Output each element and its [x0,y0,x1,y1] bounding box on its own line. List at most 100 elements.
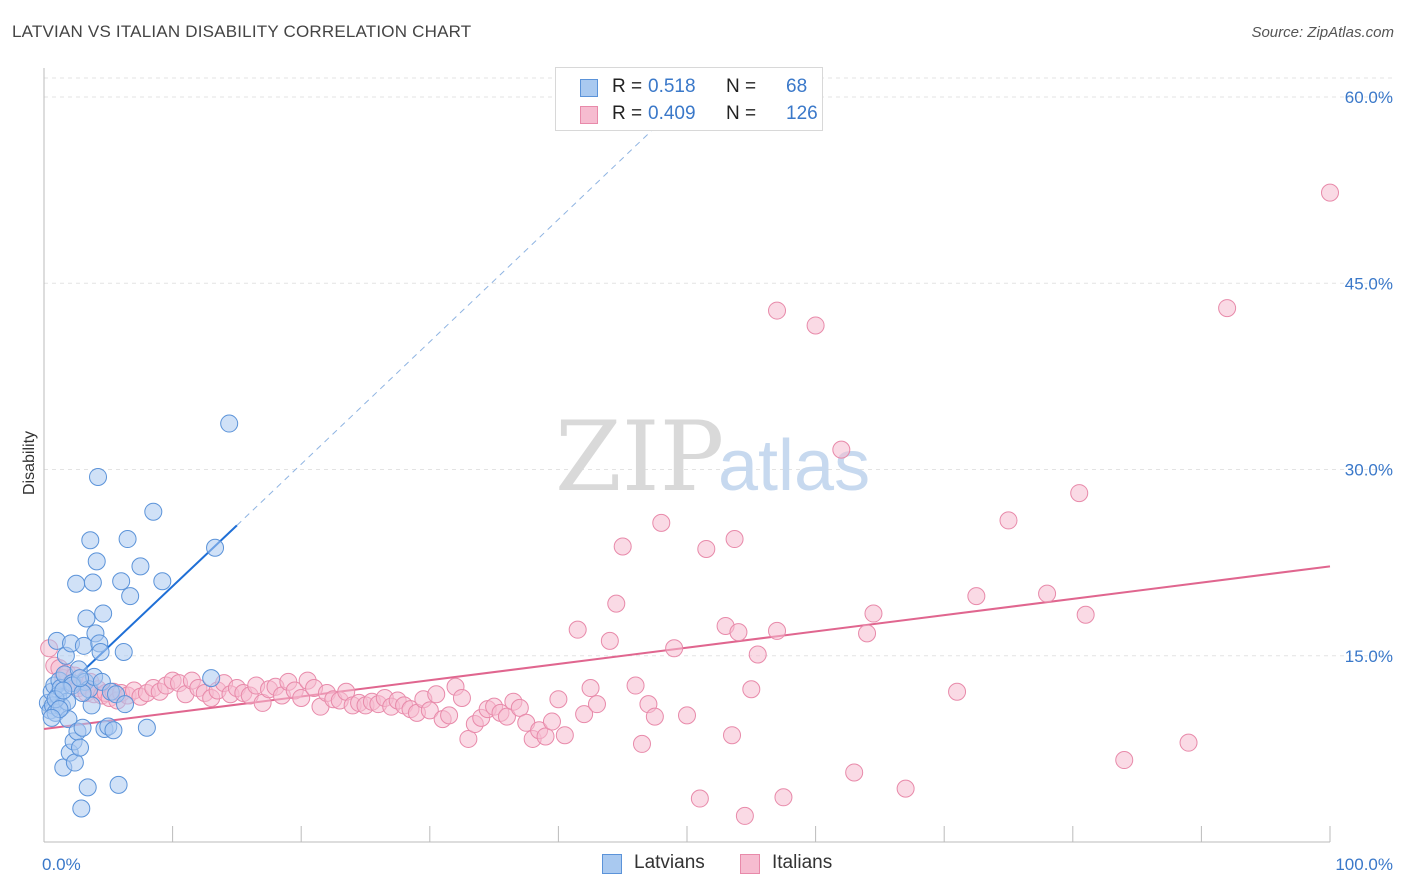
point-italians [725,530,744,549]
point-italians [459,729,478,748]
point-latvians [121,587,140,606]
point-italians [1115,751,1134,770]
n-label: N = [726,76,757,97]
point-latvians [220,414,239,433]
watermark-zip: ZIP [555,401,724,513]
axes [43,68,1331,843]
point-italians [536,727,555,746]
point-italians [1076,605,1095,624]
n-value: 126 [786,103,818,124]
point-italians [729,623,748,642]
italians-legend-swatch [740,854,760,874]
point-italians [896,779,915,798]
point-latvians [71,669,90,688]
point-italians [742,680,761,699]
point-italians [864,604,883,623]
point-latvians [91,643,110,662]
point-latvians [118,530,137,549]
r-label: R = [612,103,643,124]
point-italians [806,316,825,335]
point-latvians [153,572,172,591]
chart-title: LATVIAN VS ITALIAN DISABILITY CORRELATIO… [12,22,472,41]
point-italians [626,676,645,695]
watermark: ZIP atlas [555,401,870,513]
point-italians [427,685,446,704]
point-latvians [67,574,86,593]
point-latvians [109,775,128,794]
point-latvians [104,721,123,740]
point-italians [600,631,619,650]
point-latvians [94,604,113,623]
latvians-swatch [580,79,598,97]
point-latvians [77,609,96,628]
point-italians [697,539,716,558]
point-italians [575,705,594,724]
point-italians [645,707,664,726]
point-italians [549,690,568,709]
n-label: N = [726,103,757,124]
point-italians [690,789,709,808]
point-latvians [72,799,91,818]
point-latvians [206,538,225,557]
point-italians [748,645,767,664]
point-latvians [112,572,131,591]
tick-labels: 15.0% 30.0% 45.0% 60.0% 0.0% 100.0% [42,88,1393,874]
y-axis-label: Disability [21,431,38,495]
r-value: 0.518 [648,76,696,97]
point-latvians [73,684,92,702]
point-italians [542,712,561,731]
point-italians [774,788,793,807]
n-value: 68 [786,76,808,97]
point-latvians [137,718,156,737]
point-italians [420,701,439,720]
point-latvians [81,531,100,550]
point-italians [292,688,311,707]
y-tick-label: 60.0% [1345,88,1393,107]
r-label: R = [612,76,643,97]
point-italians [652,513,671,532]
point-italians [999,511,1018,530]
r-value: 0.409 [648,103,696,124]
legend-row-italians: R = 0.409 N = 126 [556,102,822,128]
point-italians [845,763,864,782]
point-latvians [54,681,73,700]
point-italians [581,679,600,698]
correlation-legend: R = 0.518 N = 68 R = 0.409 N = 126 [555,67,823,131]
point-italians [768,621,787,640]
x-tick-label: 0.0% [42,855,81,874]
point-italians [832,440,851,459]
point-latvians [71,738,90,757]
latvians-legend-swatch [602,854,622,874]
point-italians [568,620,587,639]
point-latvians [87,552,106,571]
point-italians [607,594,626,613]
point-italians [1179,733,1198,752]
point-italians [678,706,696,725]
point-latvians [73,718,92,737]
point-italians [735,806,754,825]
point-italians [497,707,516,726]
point-italians [555,726,574,745]
watermark-atlas: atlas [718,426,870,506]
point-italians [1070,484,1089,503]
point-italians [510,698,529,717]
trend-line-italians [43,565,1331,731]
point-italians [1038,584,1057,603]
point-italians [1218,299,1237,318]
point-italians [587,695,606,714]
y-tick-label: 45.0% [1345,274,1393,293]
point-latvians [82,696,101,715]
point-latvians [114,643,133,662]
point-italians [723,726,742,745]
x-tick-label: 100.0% [1335,855,1393,874]
point-italians [632,734,651,753]
point-latvians [78,778,97,797]
point-italians [967,587,986,606]
trend-extension-latvians [236,96,688,526]
point-latvians [144,502,163,521]
point-italians [1321,183,1339,202]
grid-lines [44,77,1394,657]
legend-label-latvians: Latvians [634,852,705,873]
point-italians [665,639,684,658]
